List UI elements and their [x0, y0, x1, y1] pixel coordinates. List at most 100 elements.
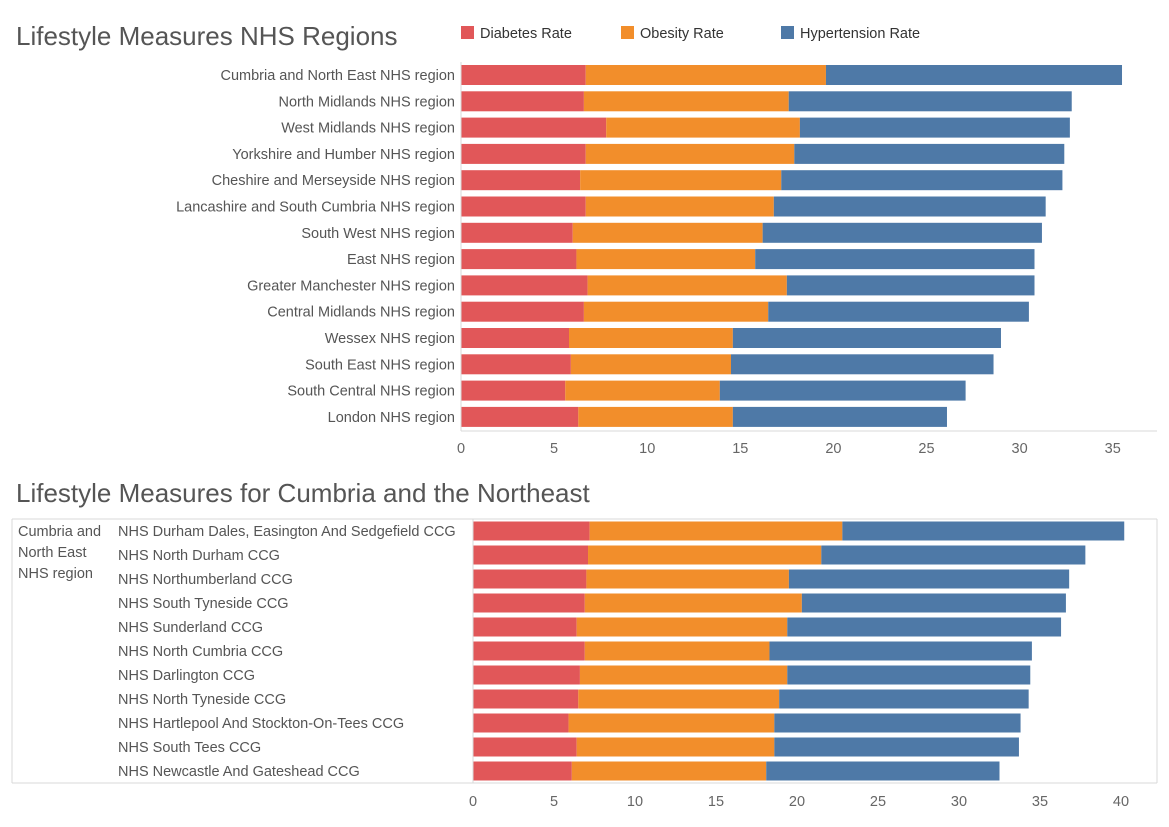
bar-hypertension-nhs-northumberland-ccg[interactable] [788, 569, 1070, 589]
bar-hypertension-south-central-nhs-region[interactable] [719, 380, 966, 401]
category-label: NHS Hartlepool And Stockton-On-Tees CCG [118, 716, 404, 732]
x-tick-label: 0 [469, 794, 477, 810]
bar-obesity-nhs-north-tyneside-ccg[interactable] [578, 689, 780, 709]
bar-hypertension-wessex-nhs-region[interactable] [732, 328, 1001, 348]
bar-obesity-nhs-durham-dales-easington-and-sedgefield-ccg[interactable] [589, 521, 843, 541]
bar-hypertension-north-midlands-nhs-region[interactable] [788, 91, 1072, 112]
bar-hypertension-yorkshire-and-humber-nhs-region[interactable] [794, 143, 1065, 164]
category-label: NHS South Tyneside CCG [118, 596, 289, 612]
bar-diabetes-yorkshire-and-humber-nhs-region[interactable] [461, 143, 586, 164]
bar-hypertension-south-east-nhs-region[interactable] [730, 354, 994, 375]
bar-obesity-nhs-sunderland-ccg[interactable] [576, 617, 788, 637]
ccg-category-labels: NHS Durham Dales, Easington And Sedgefie… [118, 524, 456, 780]
bar-diabetes-north-midlands-nhs-region[interactable] [461, 91, 584, 112]
bar-diabetes-nhs-hartlepool-and-stockton-on-tees-ccg[interactable] [473, 713, 569, 733]
bar-obesity-nhs-north-cumbria-ccg[interactable] [584, 641, 770, 661]
bar-obesity-south-central-nhs-region[interactable] [565, 380, 720, 401]
bar-diabetes-lancashire-and-south-cumbria-nhs-region[interactable] [461, 196, 586, 217]
bar-obesity-nhs-south-tees-ccg[interactable] [576, 737, 775, 757]
legend-label-hypertension: Hypertension Rate [800, 26, 920, 42]
bar-obesity-london-nhs-region[interactable] [578, 406, 733, 427]
bar-diabetes-nhs-northumberland-ccg[interactable] [473, 569, 587, 589]
bar-obesity-nhs-newcastle-and-gateshead-ccg[interactable] [571, 761, 767, 781]
bar-hypertension-south-west-nhs-region[interactable] [762, 222, 1042, 243]
bar-obesity-wessex-nhs-region[interactable] [569, 328, 733, 348]
legend-label-diabetes: Diabetes Rate [480, 26, 572, 42]
ccg-x-axis: 0 5 10 15 20 25 30 35 40 [469, 519, 1157, 810]
bar-hypertension-nhs-hartlepool-and-stockton-on-tees-ccg[interactable] [774, 713, 1021, 733]
bar-obesity-nhs-darlington-ccg[interactable] [579, 665, 788, 685]
bar-hypertension-nhs-south-tyneside-ccg[interactable] [801, 593, 1066, 613]
bar-hypertension-london-nhs-region[interactable] [732, 406, 947, 427]
category-label: NHS Durham Dales, Easington And Sedgefie… [118, 524, 456, 540]
bar-obesity-greater-manchester-nhs-region[interactable] [587, 275, 787, 296]
bar-diabetes-nhs-south-tees-ccg[interactable] [473, 737, 577, 757]
category-label: NHS Newcastle And Gateshead CCG [118, 764, 360, 780]
bar-obesity-west-midlands-nhs-region[interactable] [606, 117, 800, 138]
legend-item-obesity[interactable]: Obesity Rate [621, 26, 724, 42]
bar-diabetes-nhs-south-tyneside-ccg[interactable] [473, 593, 585, 613]
bar-obesity-nhs-hartlepool-and-stockton-on-tees-ccg[interactable] [568, 713, 775, 733]
legend-item-diabetes[interactable]: Diabetes Rate [461, 26, 572, 42]
bar-hypertension-nhs-north-tyneside-ccg[interactable] [779, 689, 1029, 709]
x-tick-label: 15 [708, 794, 724, 810]
bar-hypertension-cumbria-and-north-east-nhs-region[interactable] [825, 65, 1123, 85]
bar-hypertension-nhs-north-durham-ccg[interactable] [821, 545, 1086, 565]
legend-swatch-diabetes [461, 26, 474, 39]
x-tick-label: 0 [457, 441, 465, 457]
bar-hypertension-central-midlands-nhs-region[interactable] [768, 301, 1029, 322]
bar-diabetes-nhs-sunderland-ccg[interactable] [473, 617, 577, 637]
bar-diabetes-london-nhs-region[interactable] [461, 406, 579, 427]
bar-diabetes-west-midlands-nhs-region[interactable] [461, 117, 607, 138]
bar-hypertension-greater-manchester-nhs-region[interactable] [786, 275, 1035, 296]
bar-diabetes-south-east-nhs-region[interactable] [461, 354, 571, 375]
category-label: West Midlands NHS region [281, 121, 455, 137]
bar-obesity-lancashire-and-south-cumbria-nhs-region[interactable] [585, 196, 774, 217]
bar-hypertension-lancashire-and-south-cumbria-nhs-region[interactable] [773, 196, 1046, 217]
bar-diabetes-nhs-durham-dales-easington-and-sedgefield-ccg[interactable] [473, 521, 590, 541]
bar-obesity-nhs-south-tyneside-ccg[interactable] [584, 593, 802, 613]
bar-diabetes-cumbria-and-north-east-nhs-region[interactable] [461, 65, 586, 85]
legend-item-hypertension[interactable]: Hypertension Rate [781, 26, 920, 42]
category-label: Central Midlands NHS region [267, 305, 455, 321]
bar-diabetes-greater-manchester-nhs-region[interactable] [461, 275, 588, 296]
bar-obesity-south-east-nhs-region[interactable] [570, 354, 731, 375]
category-label: South East NHS region [305, 357, 455, 373]
bar-hypertension-west-midlands-nhs-region[interactable] [799, 117, 1070, 138]
bar-obesity-nhs-northumberland-ccg[interactable] [586, 569, 789, 589]
bar-diabetes-nhs-north-tyneside-ccg[interactable] [473, 689, 579, 709]
group-label-line: North East [18, 545, 87, 561]
bar-diabetes-nhs-north-durham-ccg[interactable] [473, 545, 589, 565]
bar-obesity-cumbria-and-north-east-nhs-region[interactable] [585, 65, 826, 85]
bar-hypertension-nhs-newcastle-and-gateshead-ccg[interactable] [766, 761, 1000, 781]
bar-obesity-central-midlands-nhs-region[interactable] [583, 301, 769, 322]
bar-diabetes-south-central-nhs-region[interactable] [461, 380, 566, 401]
legend[interactable]: Diabetes Rate Obesity Rate Hypertension Ra… [461, 26, 920, 42]
bar-diabetes-east-nhs-region[interactable] [461, 249, 577, 270]
regions-chart: Lifestyle Measures NHS Regions Cumbria a… [16, 21, 1157, 457]
bar-hypertension-nhs-darlington-ccg[interactable] [787, 665, 1031, 685]
bar-hypertension-cheshire-and-merseyside-nhs-region[interactable] [781, 170, 1063, 191]
bar-obesity-south-west-nhs-region[interactable] [572, 222, 763, 243]
bar-obesity-north-midlands-nhs-region[interactable] [583, 91, 789, 112]
bar-obesity-nhs-north-durham-ccg[interactable] [588, 545, 822, 565]
bar-obesity-east-nhs-region[interactable] [576, 249, 756, 270]
bar-hypertension-nhs-sunderland-ccg[interactable] [787, 617, 1062, 637]
bar-diabetes-nhs-north-cumbria-ccg[interactable] [473, 641, 585, 661]
bar-obesity-yorkshire-and-humber-nhs-region[interactable] [585, 143, 795, 164]
bar-diabetes-central-midlands-nhs-region[interactable] [461, 301, 584, 322]
x-tick-label: 40 [1113, 794, 1129, 810]
legend-swatch-hypertension [781, 26, 794, 39]
bar-obesity-cheshire-and-merseyside-nhs-region[interactable] [580, 170, 782, 191]
bar-diabetes-south-west-nhs-region[interactable] [461, 222, 573, 243]
category-label: NHS North Tyneside CCG [118, 692, 286, 708]
bar-hypertension-nhs-north-cumbria-ccg[interactable] [769, 641, 1032, 661]
category-label: NHS Darlington CCG [118, 668, 255, 684]
bar-hypertension-nhs-durham-dales-easington-and-sedgefield-ccg[interactable] [842, 521, 1125, 541]
bar-diabetes-wessex-nhs-region[interactable] [461, 328, 569, 348]
bar-hypertension-east-nhs-region[interactable] [755, 249, 1035, 270]
bar-diabetes-nhs-newcastle-and-gateshead-ccg[interactable] [473, 761, 572, 781]
bar-diabetes-cheshire-and-merseyside-nhs-region[interactable] [461, 170, 581, 191]
bar-diabetes-nhs-darlington-ccg[interactable] [473, 665, 580, 685]
bar-hypertension-nhs-south-tees-ccg[interactable] [774, 737, 1019, 757]
